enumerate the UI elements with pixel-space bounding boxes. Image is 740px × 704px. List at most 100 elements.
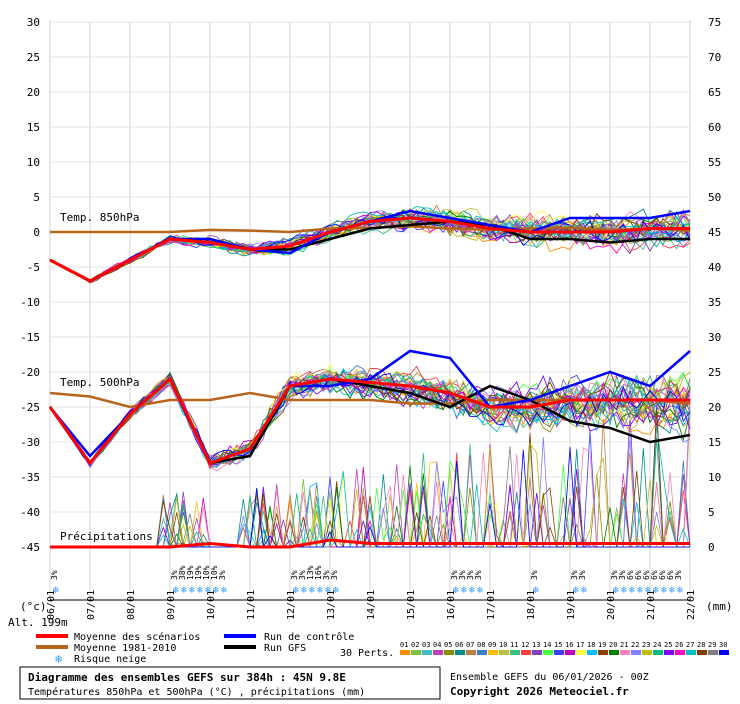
pert-number: 09 (488, 641, 496, 649)
snow-risk-label: 6% (650, 570, 659, 580)
snow-icon: ❄ (469, 585, 476, 596)
left-tick-label: -20 (20, 366, 40, 379)
panel-label-precip: Précipitations (60, 530, 153, 543)
left-tick-label: -30 (20, 436, 40, 449)
snow-risk-label: 3% (618, 570, 627, 580)
x-tick-label: 11/01 (246, 590, 257, 620)
snow-risk-label: 3% (458, 570, 467, 580)
snow-icon: ❄ (213, 585, 220, 596)
pert-number: 14 (543, 641, 551, 649)
series-0-t850 (49, 216, 690, 283)
pert-swatch (719, 650, 729, 655)
right-tick-label: 60 (708, 121, 721, 134)
pert-number: 06 (455, 641, 463, 649)
footer-ensemble: Ensemble GEFS du 06/01/2026 - 00Z (450, 672, 649, 683)
snow-risk-label: 3% (450, 570, 459, 580)
pert-number: 30 (719, 641, 727, 649)
snow-risk-label: 6% (666, 570, 675, 580)
altitude-label: Alt. 199m (8, 616, 68, 629)
left-tick-label: -40 (20, 506, 40, 519)
right-tick-label: 75 (708, 16, 721, 29)
pert-number: 17 (576, 641, 584, 649)
pert-number: 04 (433, 641, 441, 649)
snow-risk-label: 3% (610, 570, 619, 580)
pert-swatch (444, 650, 454, 655)
left-unit-label: (°c) (20, 600, 47, 613)
pert-number: 11 (510, 641, 518, 649)
x-tick-label: 21/01 (646, 590, 657, 620)
right-tick-label: 5 (708, 506, 715, 519)
pert-line-t500-26 (49, 374, 691, 469)
pert-number: 08 (477, 641, 485, 649)
snow-icon: ❄ (661, 585, 668, 596)
legend-gfs: Run GFS (264, 643, 306, 654)
pert-swatch (708, 650, 718, 655)
x-axis: 06/01 07/01 08/01 09/01 10/01 11/01 12/01 13/01… (46, 590, 697, 620)
legend-perts: 30 Perts. (340, 648, 394, 659)
pert-number: 24 (653, 641, 661, 649)
pert-swatch (642, 650, 652, 655)
pert-swatch (400, 650, 410, 655)
pert-number: 28 (697, 641, 705, 649)
left-tick-label: 5 (33, 191, 40, 204)
x-tick-label: 07/01 (86, 590, 97, 620)
snow-risk-label: 6% (634, 570, 643, 580)
right-tick-label: 25 (708, 366, 721, 379)
pert-swatch (631, 650, 641, 655)
right-tick-label: 70 (708, 51, 721, 64)
snow-icon: ❄ (645, 585, 652, 596)
pert-swatch (653, 650, 663, 655)
right-tick-label: 30 (708, 331, 721, 344)
legend: Moyenne des scénarios Moyenne 1981-2010 … (36, 631, 729, 666)
footer-title: Diagramme des ensembles GEFS sur 384h : … (28, 671, 346, 684)
pert-swatch (565, 650, 575, 655)
pert-number: 18 (587, 641, 595, 649)
right-tick-label: 55 (708, 156, 721, 169)
pert-swatch (499, 650, 509, 655)
right-unit-label: (mm) (706, 600, 733, 613)
snow-icon: ❄ (317, 585, 324, 596)
snow-icon: ❄ (581, 585, 588, 596)
snow-icon: ❄ (621, 585, 628, 596)
left-tick-label: 30 (27, 16, 40, 29)
right-tick-label: 20 (708, 401, 721, 414)
x-tick-label: 09/01 (166, 590, 177, 620)
legend-mean-1981: Moyenne 1981-2010 (74, 643, 176, 654)
right-tick-label: 40 (708, 261, 721, 274)
pert-swatch (576, 650, 586, 655)
snow-risk-label: 3% (330, 570, 339, 580)
snow-icon: ❄ (453, 585, 460, 596)
pert-number: 05 (444, 641, 452, 649)
snow-icon: ❄ (477, 585, 484, 596)
snow-icon: ❄ (325, 585, 332, 596)
pert-legend: 01 02 03 04 05 06 07 08 09 10 11 12 13 14 15 16 17 18 19 20… (400, 641, 729, 655)
snow-icon: ❄ (629, 585, 636, 596)
left-tick-label: -25 (20, 401, 40, 414)
pert-number: 01 (400, 641, 408, 649)
snow-risk-label: 3% (218, 570, 227, 580)
snow-icon: ❄ (221, 585, 228, 596)
series-0-t500 (48, 376, 690, 466)
right-tick-label: 15 (708, 436, 721, 449)
pert-swatch (675, 650, 685, 655)
snow-risk-label: 3% (570, 570, 579, 580)
snow-risk-label: 3% (530, 570, 539, 580)
pert-swatch (433, 650, 443, 655)
pert-number: 25 (664, 641, 672, 649)
pert-swatch (587, 650, 597, 655)
pert-swatch (411, 650, 421, 655)
right-tick-label: 50 (708, 191, 721, 204)
pert-number: 03 (422, 641, 430, 649)
left-tick-label: 0 (33, 226, 40, 239)
snow-risk-label: 3% (170, 570, 179, 580)
right-tick-label: 0 (708, 541, 715, 554)
pert-number: 27 (686, 641, 694, 649)
series-0-precip (50, 538, 690, 549)
pert-number: 21 (620, 641, 628, 649)
snow-risk-label: 10% (202, 565, 211, 580)
pert-number: 16 (565, 641, 573, 649)
snow-risk-label: 3% (674, 570, 683, 580)
pert-swatch (664, 650, 674, 655)
pert-swatch (477, 650, 487, 655)
pert-number: 19 (598, 641, 606, 649)
